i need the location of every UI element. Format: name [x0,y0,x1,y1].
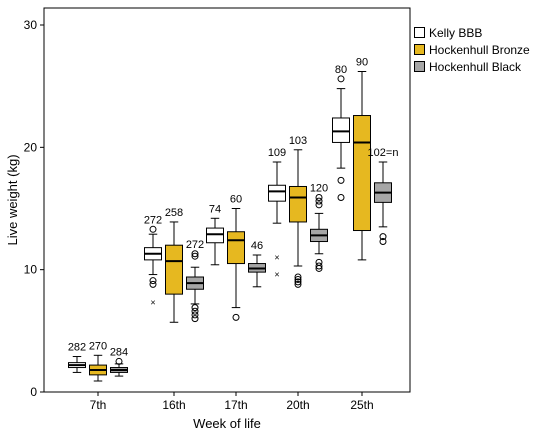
boxplot: 120 [310,182,328,272]
outlier-point [315,197,323,205]
boxplot: 74 [206,203,224,266]
y-axis-label: Live weight (kg) [5,154,20,245]
legend-item: Hockenhull Black [414,58,532,75]
boxplot: 60 [227,194,245,321]
outlier-point [315,262,323,270]
extreme-point: × [274,270,279,280]
x-axis: 7th 16th 17th 20th 25th [90,392,374,412]
outlier-point [379,233,387,241]
iqr-box [353,115,371,232]
n-label: 272 [144,214,162,226]
outlier-point [379,238,387,246]
x-tick-label: 7th [90,398,107,412]
outlier-point [294,280,302,288]
iqr-box [268,184,286,202]
y-tick-label: 10 [24,263,38,277]
y-tick-label: 0 [30,385,37,399]
n-label: 103 [289,135,307,147]
iqr-box [165,244,183,295]
outlier-point [191,304,199,312]
n-label: 90 [356,56,368,68]
n-label: 284 [110,346,128,358]
outlier-point [294,278,302,286]
legend-item: Kelly BBB [414,24,532,41]
n-label: 272 [186,239,204,251]
boxplot: 46 [248,240,266,288]
n-label: 102=n [368,147,399,159]
boxplot: 103 [289,135,307,288]
y-axis: 0 10 20 30 [24,18,44,399]
outlier-point [191,307,199,315]
outlier-point [315,193,323,201]
y-tick-label: 20 [24,140,38,154]
outlier-point [337,176,345,184]
n-label: 60 [230,194,242,206]
legend-swatch [414,44,425,55]
outlier-point [232,313,240,321]
series-hockenhull-bronze: 270 258 60 103 90 [89,56,371,382]
n-label: 270 [89,340,107,352]
outlier-point [337,75,345,83]
boxplots: 282 × 272 74 × × 109 80 270 258 60 103 90 284 272 46 120… [68,56,399,382]
boxplot: 90 [353,56,371,261]
n-label: 120 [310,182,328,194]
legend-label: Hockenhull Black [429,59,522,74]
legend: Kelly BBB Hockenhull Bronze Hockenhull Bla… [414,24,532,75]
outlier-point [115,357,123,365]
boxplot: 282 [68,342,86,373]
legend-swatch [414,61,425,72]
extreme-point: × [150,298,155,308]
outlier-point [191,250,199,258]
boxplot: 258 [165,207,183,323]
outlier-point [337,193,345,201]
n-label: 282 [68,342,86,354]
outlier-point [191,252,199,260]
outlier-point [315,201,323,209]
x-axis-label: Week of life [193,416,261,431]
extreme-point: × [274,252,279,262]
n-label: 74 [209,203,221,215]
legend-swatch [414,27,425,38]
y-tick-label: 30 [24,18,38,32]
iqr-box [227,231,245,265]
boxplot: 272 [186,239,204,323]
outlier-point [294,275,302,283]
outlier-point [149,280,157,288]
x-tick-label: 20th [286,398,309,412]
boxplot: 80 [332,64,350,201]
outlier-point [149,225,157,233]
n-label: 80 [335,64,347,76]
n-label: 109 [268,147,286,159]
n-label: 46 [251,240,263,252]
boxplot: 284 [110,346,128,377]
x-tick-label: 25th [350,398,373,412]
boxplot: × × 109 [268,147,286,280]
iqr-box [332,117,350,143]
x-tick-label: 17th [224,398,247,412]
outlier-point [315,264,323,272]
series-kelly-bbb: 282 × 272 74 × × 109 80 [68,64,350,373]
boxplot: 102=n [368,147,399,246]
outlier-point [191,315,199,323]
x-tick-label: 16th [162,398,185,412]
legend-item: Hockenhull Bronze [414,41,532,58]
iqr-box [289,185,307,223]
boxplot: × 272 [144,214,162,307]
series-hockenhull-black: 284 272 46 120 102=n [110,147,399,377]
outlier-point [294,273,302,281]
n-label: 258 [165,207,183,219]
outlier-point [191,311,199,319]
boxplot: 270 [89,340,107,382]
outlier-point [149,277,157,285]
legend-label: Hockenhull Bronze [429,42,530,57]
iqr-box [206,227,224,244]
plot-frame [43,7,411,393]
legend-label: Kelly BBB [429,25,483,40]
